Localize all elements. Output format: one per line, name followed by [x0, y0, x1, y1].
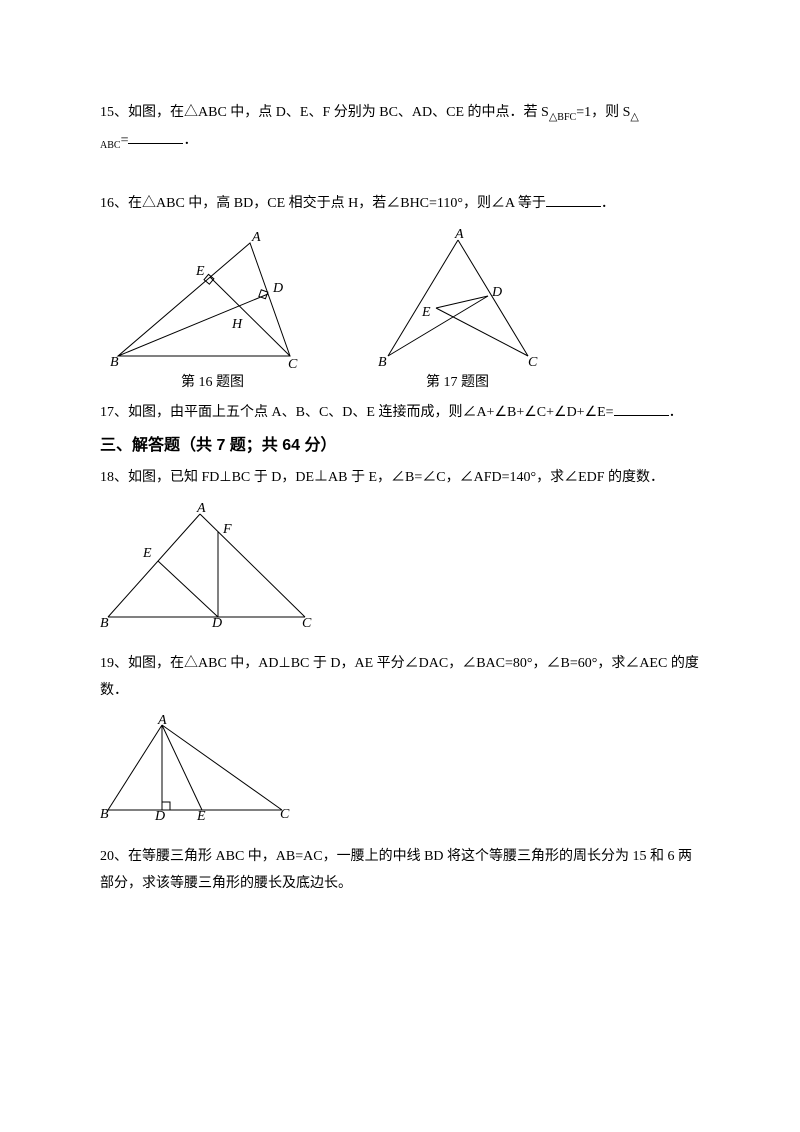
q19-text: 19、如图，在△ABC 中，AD⊥BC 于 D，AE 平分∠DAC，∠BAC=8…	[100, 656, 699, 698]
question-18: 18、如图，已知 FD⊥BC 于 D，DE⊥AB 于 E，∠B=∠C，∠AFD=…	[100, 465, 700, 492]
q18-text: 18、如图，已知 FD⊥BC 于 D，DE⊥AB 于 E，∠B=∠C，∠AFD=…	[100, 470, 664, 485]
question-16: 16、在△ABC 中，高 BD，CE 相交于点 H，若∠BHC=110°，则∠A…	[100, 191, 700, 218]
q15-text-1: 15、如图，在	[100, 105, 184, 120]
svg-text:E: E	[195, 264, 205, 279]
question-15: 15、如图，在△ABC 中，点 D、E、F 分别为 BC、AD、CE 的中点．若…	[100, 100, 700, 154]
question-19: 19、如图，在△ABC 中，AD⊥BC 于 D，AE 平分∠DAC，∠BAC=8…	[100, 651, 700, 704]
svg-text:A: A	[157, 715, 167, 728]
svg-text:A: A	[454, 228, 464, 242]
q17-text: 17、如图，由平面上五个点 A、B、C、D、E 连接而成，则∠A+∠B+∠C+∠…	[100, 405, 614, 420]
q17-blank	[614, 401, 669, 416]
svg-text:B: B	[110, 355, 119, 368]
svg-text:C: C	[302, 616, 312, 627]
svg-text:C: C	[528, 355, 538, 368]
q15-tail: ．	[183, 133, 197, 148]
q15-text-2: ABC 中，点 D、E、F 分别为 BC、AD、CE 的中点．若 S	[198, 105, 549, 120]
svg-text:E: E	[142, 546, 152, 561]
svg-text:D: D	[154, 809, 165, 820]
q15-blank	[128, 129, 183, 144]
q16-tail: ．	[601, 196, 615, 211]
page: 15、如图，在△ABC 中，点 D、E、F 分别为 BC、AD、CE 的中点．若…	[0, 0, 800, 967]
svg-text:D: D	[211, 616, 222, 627]
svg-text:H: H	[231, 317, 243, 332]
figure-16-label: 第 16 题图	[110, 370, 315, 397]
q17-tail: ．	[669, 405, 683, 420]
figure-18: A B C D E F	[100, 502, 320, 627]
figure-label-row: 第 16 题图 第 17 题图	[100, 370, 700, 397]
svg-text:D: D	[491, 285, 502, 300]
figure-row-16-17: A B C D E H A B C	[100, 228, 700, 368]
section-3-header: 三、解答题（共 7 题；共 64 分）	[100, 431, 700, 461]
svg-text:A: A	[251, 230, 261, 245]
svg-text:E: E	[421, 305, 431, 320]
svg-text:E: E	[196, 809, 206, 820]
figure-16: A B C D E H	[110, 228, 315, 368]
q15-eq2: =	[121, 133, 129, 148]
svg-text:B: B	[100, 807, 109, 820]
svg-text:B: B	[378, 355, 387, 368]
figure-19: A B C D E	[100, 715, 295, 820]
svg-text:C: C	[280, 807, 290, 820]
svg-text:D: D	[272, 281, 283, 296]
question-20: 20、在等腰三角形 ABC 中，AB=AC，一腰上的中线 BD 将这个等腰三角形…	[100, 844, 700, 897]
q15-sub1: BFC	[557, 112, 576, 123]
svg-text:A: A	[196, 502, 206, 516]
figure-17-label: 第 17 题图	[370, 370, 545, 397]
svg-text:B: B	[100, 616, 109, 627]
question-17: 17、如图，由平面上五个点 A、B、C、D、E 连接而成，则∠A+∠B+∠C+∠…	[100, 400, 700, 427]
svg-text:F: F	[222, 522, 232, 537]
svg-text:C: C	[288, 357, 298, 368]
q16-text: 16、在△ABC 中，高 BD，CE 相交于点 H，若∠BHC=110°，则∠A…	[100, 196, 546, 211]
q15-sub2: ABC	[100, 139, 121, 150]
q15-eq: =1，则 S	[576, 105, 630, 120]
q20-text: 20、在等腰三角形 ABC 中，AB=AC，一腰上的中线 BD 将这个等腰三角形…	[100, 849, 692, 891]
q16-blank	[546, 192, 601, 207]
figure-17: A B C D E	[370, 228, 545, 368]
